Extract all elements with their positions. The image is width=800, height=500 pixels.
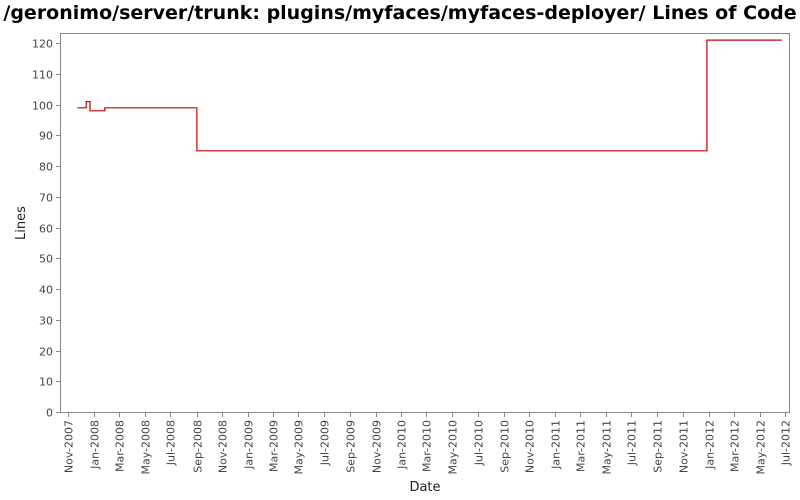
- x-tick-label: May-2010: [447, 420, 460, 475]
- x-tick-label: Mar-2008: [114, 420, 127, 472]
- series-layer: [77, 39, 782, 152]
- x-tick-label: Jul-2011: [626, 420, 639, 466]
- x-tick-label: Mar-2011: [575, 420, 588, 472]
- x-tick-label: Jul-2009: [319, 420, 332, 466]
- x-tick-label: Nov-2007: [63, 420, 76, 473]
- x-tick-label: May-2008: [140, 420, 153, 475]
- x-axis: Nov-2007 Jan-2008 Mar-2008 May-2008 Jul-2008…: [63, 412, 793, 475]
- x-tick-label: May-2009: [293, 420, 306, 475]
- x-tick-label: Nov-2009: [371, 420, 384, 473]
- y-tick-label: 50: [39, 253, 53, 266]
- y-tick-label: 30: [39, 315, 53, 328]
- y-tick-label: 120: [32, 38, 53, 51]
- y-tick-label: 70: [39, 192, 53, 205]
- x-tick-label: Nov-2008: [217, 420, 230, 473]
- y-tick-label: 100: [32, 100, 53, 113]
- y-tick-label: 10: [39, 376, 53, 389]
- y-axis-title: Lines: [14, 206, 29, 240]
- x-tick-label: Jul-2010: [473, 420, 486, 466]
- x-tick-label: Jan-2010: [396, 420, 409, 470]
- y-tick-label: 20: [39, 346, 53, 359]
- y-axis: 0 10 20 30 40 50 60 70 80 90 100 110 120: [32, 38, 61, 420]
- x-tick-label: Sep-2008: [192, 420, 205, 473]
- y-tick-label: 0: [46, 407, 53, 420]
- y-tick-label: 90: [39, 130, 53, 143]
- x-tick-label: Sep-2011: [652, 420, 665, 473]
- y-tick-label: 80: [39, 161, 53, 174]
- x-tick-label: Jul-2012: [780, 420, 793, 466]
- x-tick-label: Mar-2010: [421, 420, 434, 472]
- y-tick-label: 60: [39, 223, 53, 236]
- x-tick-label: Jul-2008: [165, 420, 178, 466]
- plot-area: [60, 33, 790, 413]
- x-tick-label: Nov-2011: [678, 420, 691, 473]
- y-tick-label: 110: [32, 69, 53, 82]
- x-tick-label: Jan-2012: [704, 420, 717, 470]
- x-tick-label: Sep-2010: [499, 420, 512, 473]
- x-tick-label: Sep-2009: [345, 420, 358, 473]
- x-tick-label: May-2012: [755, 420, 768, 475]
- series-line: [77, 39, 782, 152]
- x-axis-title: Date: [409, 480, 440, 495]
- chart-title: /geronimo/server/trunk: plugins/myfaces/…: [3, 2, 797, 24]
- x-tick-label: Jan-2009: [243, 420, 256, 470]
- x-tick-label: Nov-2010: [524, 420, 537, 473]
- x-tick-label: May-2011: [601, 420, 614, 475]
- x-tick-label: Mar-2009: [268, 420, 281, 472]
- x-tick-label: Mar-2012: [729, 420, 742, 472]
- y-tick-label: 40: [39, 284, 53, 297]
- x-tick-label: Jan-2008: [89, 420, 102, 470]
- x-tick-label: Jan-2011: [550, 420, 563, 470]
